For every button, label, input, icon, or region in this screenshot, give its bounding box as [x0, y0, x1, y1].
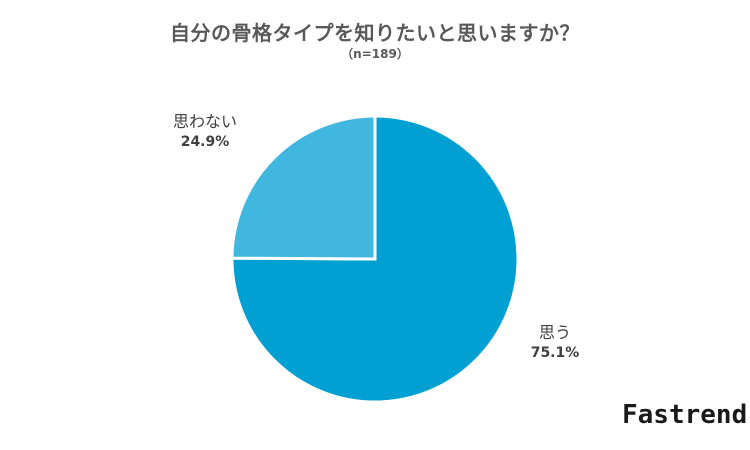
- chart-subtitle: （n=189）: [341, 47, 409, 61]
- slice-name-omowanai: 思わない: [172, 112, 237, 131]
- slice-value-omowanai: 24.9%: [180, 134, 230, 150]
- pie-slice-0: [230, 114, 520, 404]
- slice-label-omowanai: 思わない 24.9%: [160, 111, 250, 153]
- pie-slice-1: [230, 114, 377, 261]
- slice-value-omou: 75.1%: [530, 345, 580, 361]
- chart-title: 自分の骨格タイプを知りたいと思いますか？: [170, 21, 580, 45]
- fastrend-logo: Fastrend: [622, 400, 748, 430]
- slice-label-omou: 思う 75.1%: [520, 322, 590, 364]
- slice-name-omou: 思う: [538, 323, 571, 342]
